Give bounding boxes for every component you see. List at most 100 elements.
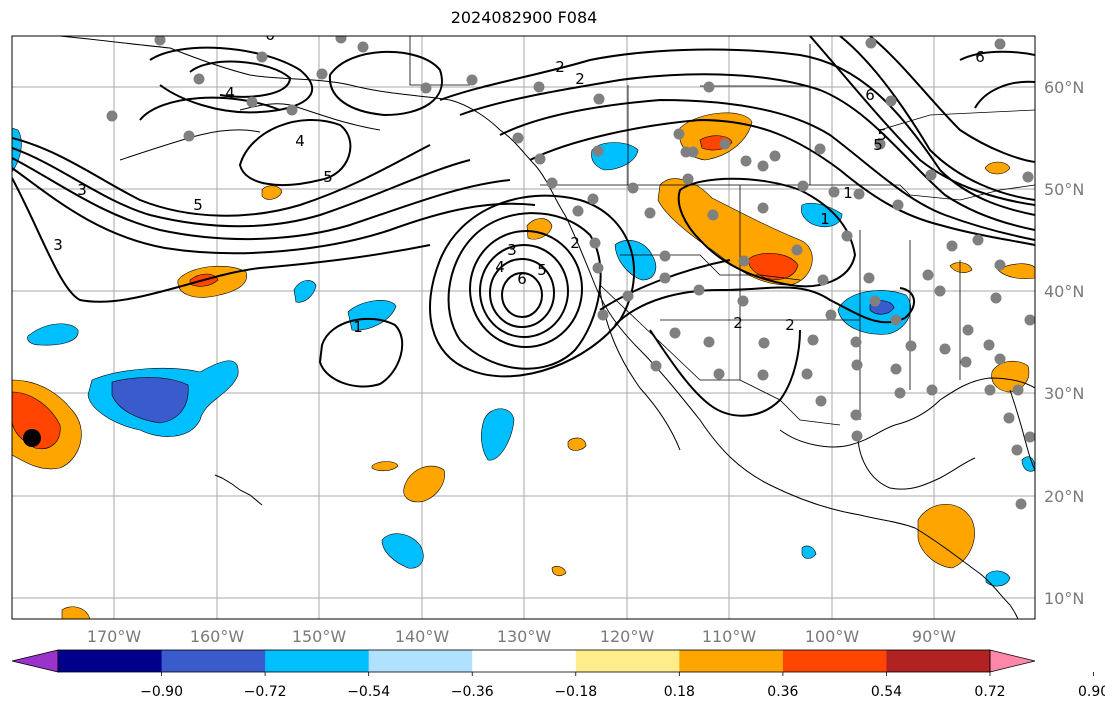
- contour-label: 6: [517, 270, 527, 288]
- anomaly-blob: [551, 566, 567, 577]
- contour-label: 5: [537, 261, 547, 279]
- contour-label: 1: [353, 318, 363, 336]
- colorbar-tick-label: 0.72: [974, 684, 1005, 700]
- contour-line: [139, 96, 281, 121]
- contour-line: [839, 36, 1035, 201]
- map-frame: [11, 35, 1036, 620]
- contour-label: 6: [865, 86, 875, 104]
- anomaly-shading: [12, 112, 1035, 619]
- tropical-cyclone-marker: [23, 429, 41, 447]
- anomaly-blob: [991, 360, 1030, 393]
- contour-label: 3: [77, 181, 87, 199]
- anomaly-blob: [347, 300, 397, 331]
- contour-line: [189, 60, 292, 98]
- longitude-tick-label: 170°W: [87, 627, 142, 646]
- contour-line: [677, 177, 857, 288]
- latitude-tick-label: 10°N: [1044, 589, 1084, 608]
- political-borders: [409, 36, 1035, 426]
- contour-label: 5: [873, 136, 883, 154]
- contour-label: 2: [785, 316, 795, 334]
- longitude-tick-label: 150°W: [292, 627, 347, 646]
- colorbar-bin: [58, 650, 163, 672]
- colorbar: −0.90 −0.72 −0.54 −0.36 −0.18 0.18 0.36 0.54 0.7…: [11, 649, 1105, 700]
- anomaly-blob: [801, 202, 843, 227]
- map-title: 2024082900 F084: [450, 8, 598, 27]
- anomaly-blob: [481, 408, 515, 461]
- longitude-tick-label: 110°W: [702, 627, 757, 646]
- contour-label: 1: [843, 184, 853, 202]
- anomaly-blob: [567, 437, 587, 451]
- longitude-ticks: 170°W 160°W 150°W 140°W 130°W 120°W 110°W 100°W…: [87, 627, 956, 646]
- colorbar-bin: [575, 650, 680, 672]
- contour-label: 2: [733, 314, 743, 332]
- latitude-tick-label: 50°N: [1044, 180, 1084, 199]
- contour-low: [479, 244, 569, 338]
- anomaly-blob: [985, 570, 1011, 587]
- contour-line: [869, 36, 1035, 163]
- colorbar-bin: [679, 650, 784, 672]
- colorbar-extend-min: [11, 649, 59, 673]
- longitude-tick-label: 130°W: [497, 627, 552, 646]
- colorbar-bin: [782, 650, 887, 672]
- anomaly-blob: [1021, 456, 1035, 472]
- contour-line: [12, 137, 431, 217]
- colorbar-tick-label: −0.18: [554, 684, 597, 700]
- contour-label: 2: [570, 234, 580, 252]
- contour-label: 5: [877, 126, 887, 144]
- anomaly-blob: [801, 545, 817, 559]
- contour-label: 3: [507, 241, 517, 259]
- colorbar-tick-label: −0.72: [244, 684, 287, 700]
- contour-label: 2: [575, 70, 585, 88]
- anomaly-blob: [293, 280, 317, 303]
- anomaly-blob: [984, 161, 1011, 175]
- contour-line: [447, 212, 602, 370]
- colorbar-frame: [57, 649, 991, 673]
- contour-line: [328, 50, 443, 117]
- contour-line: [459, 73, 1035, 231]
- colorbar-tick-label: 0.18: [664, 684, 695, 700]
- colorbar-bin: [886, 650, 991, 672]
- colorbar-tick-label: 0.54: [871, 684, 902, 700]
- contour-label: 5: [323, 168, 333, 186]
- anomaly-blob: [614, 239, 657, 281]
- contour-line: [499, 98, 1035, 241]
- anomaly-blob: [111, 377, 189, 424]
- contour-low: [489, 258, 555, 328]
- colorbar-extend-max: [989, 649, 1036, 673]
- longitude-tick-label: 120°W: [600, 627, 655, 646]
- anomaly-blob: [917, 504, 975, 569]
- contour-label: 6: [265, 26, 275, 44]
- contour-line: [599, 259, 731, 311]
- contour-label: 6: [975, 48, 985, 66]
- anomaly-blob: [381, 533, 424, 569]
- colorbar-tick-label: 0.36: [767, 684, 798, 700]
- latitude-tick-label: 60°N: [1044, 78, 1084, 97]
- contour-line: [959, 50, 1035, 61]
- contour-line: [149, 46, 314, 114]
- station-dots: [106, 36, 1035, 510]
- contour-line: [238, 119, 352, 186]
- colorbar-tick-label: −0.36: [451, 684, 494, 700]
- contour-line: [318, 317, 404, 388]
- contour-label: 5: [193, 196, 203, 214]
- contour-line: [12, 167, 536, 255]
- contour-low: [501, 272, 543, 318]
- anomaly-blob: [403, 465, 445, 503]
- colorbar-bin: [265, 650, 370, 672]
- contour-line: [12, 157, 511, 241]
- colorbar-tick-label: −0.54: [347, 684, 390, 700]
- colorbar-bin: [472, 650, 577, 672]
- contour-line: [809, 36, 1035, 206]
- latitude-tick-label: 40°N: [1044, 282, 1084, 301]
- colorbar-tick-label: 0.90: [1078, 684, 1105, 700]
- contour-line: [529, 118, 1035, 246]
- contour-line: [12, 147, 471, 228]
- colorbar-bin: [161, 650, 266, 672]
- contour-label: 3: [53, 236, 63, 254]
- contour-label: 2: [555, 58, 565, 76]
- anomaly-blob: [61, 606, 91, 619]
- contour-label: 4: [225, 84, 235, 102]
- anomaly-blob: [997, 263, 1035, 280]
- contour-line: [12, 177, 431, 303]
